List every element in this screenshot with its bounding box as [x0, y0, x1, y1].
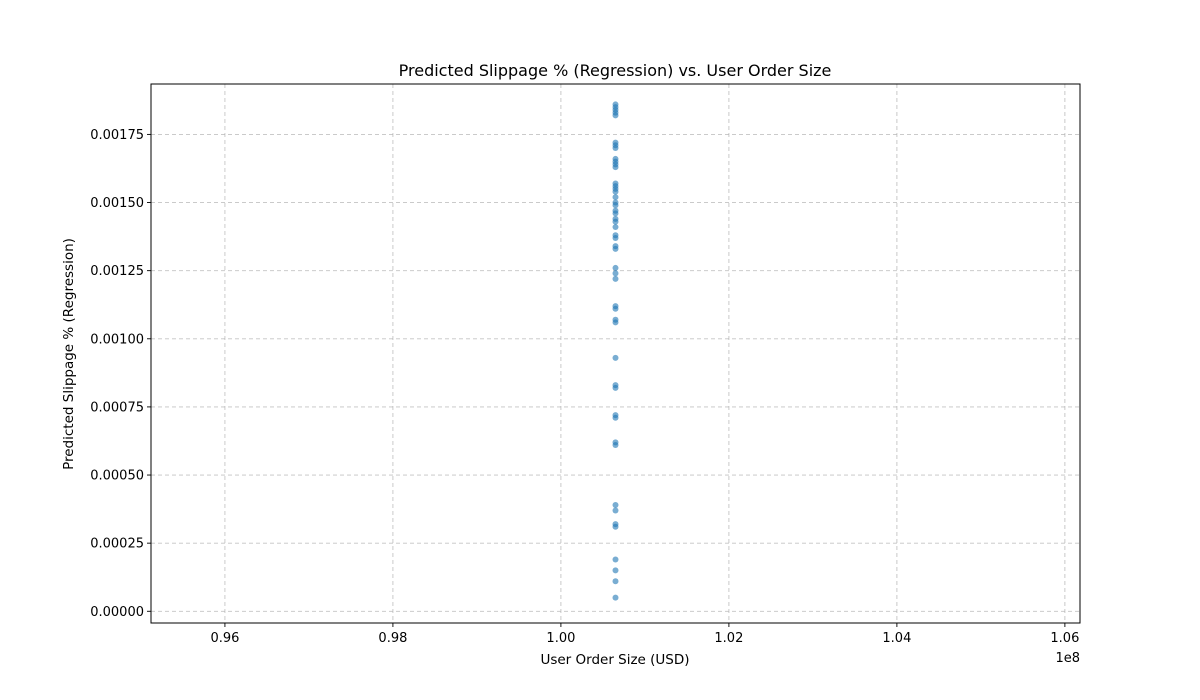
y-tick-label: 0.00000 — [90, 605, 144, 620]
y-tick-label: 0.00150 — [90, 196, 144, 211]
data-point — [612, 180, 619, 187]
data-point — [612, 521, 619, 528]
x-tick-label: 1.06 — [1050, 631, 1079, 646]
data-point — [612, 502, 619, 509]
data-point — [612, 412, 619, 419]
data-point — [612, 232, 619, 239]
data-point — [612, 439, 619, 446]
y-axis-ticks: 0.00000 0.00025 0.00050 0.00075 0.00100 0.001… — [90, 128, 151, 620]
data-point — [612, 354, 619, 361]
x-tick-label: 0.96 — [210, 631, 239, 646]
data-point — [612, 275, 619, 282]
data-point — [612, 264, 619, 271]
data-point — [612, 155, 619, 162]
data-point — [612, 382, 619, 389]
data-point — [612, 594, 619, 601]
data-point — [612, 243, 619, 250]
y-tick-label: 0.00075 — [90, 400, 144, 415]
data-point — [612, 556, 619, 563]
data-point — [612, 507, 619, 514]
x-tick-label: 1.04 — [882, 631, 911, 646]
data-point — [612, 270, 619, 277]
data-point — [612, 101, 619, 108]
plot-area-frame — [150, 83, 1081, 624]
data-point — [612, 199, 619, 206]
x-axis-ticks: 0.96 0.98 1.00 1.02 1.04 1.06 — [210, 623, 1079, 646]
x-tick-label: 1.02 — [714, 631, 743, 646]
y-tick-label: 0.00100 — [90, 332, 144, 347]
data-point — [612, 578, 619, 585]
data-point — [612, 567, 619, 574]
data-point — [612, 207, 619, 214]
data-point — [612, 139, 619, 146]
y-tick-label: 0.00175 — [90, 128, 144, 143]
x-axis-offset-label: 1e8 — [1055, 651, 1080, 666]
x-tick-label: 1.00 — [546, 631, 575, 646]
x-axis-title: User Order Size (USD) — [540, 652, 689, 668]
data-point — [612, 303, 619, 310]
y-tick-label: 0.00025 — [90, 537, 144, 552]
data-point — [612, 194, 619, 201]
y-tick-label: 0.00125 — [90, 264, 144, 279]
y-axis-title: Predicted Slippage % (Regression) — [61, 238, 77, 470]
data-point — [612, 316, 619, 323]
data-points — [612, 101, 619, 601]
chart-title: Predicted Slippage % (Regression) vs. Us… — [399, 61, 832, 80]
x-tick-label: 0.98 — [378, 631, 407, 646]
y-tick-label: 0.00050 — [90, 469, 144, 484]
data-point — [612, 215, 619, 222]
data-point — [612, 224, 619, 231]
